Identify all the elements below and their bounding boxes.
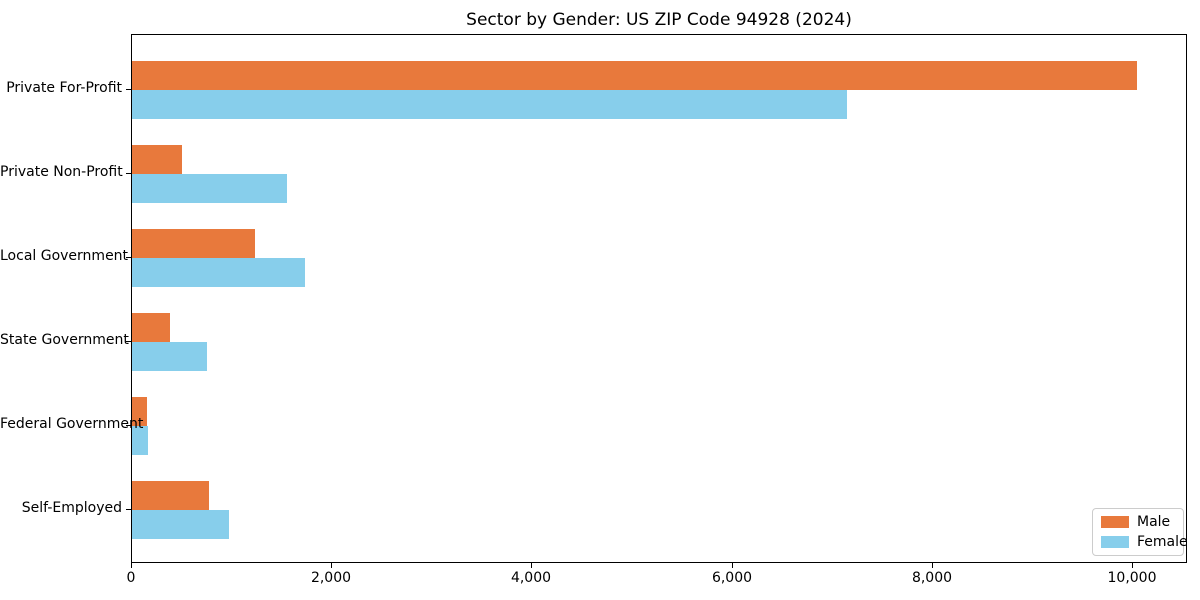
y-tick-mark: [126, 341, 131, 342]
x-tick-mark: [131, 563, 132, 568]
y-tick-mark: [126, 89, 131, 90]
y-tick-label-local-government: Local Government: [0, 248, 129, 264]
bar-female-private-non-profit: [132, 174, 287, 203]
bar-male-local-government: [132, 229, 255, 258]
bar-female-state-government: [132, 342, 207, 371]
x-tick-label-4000: 4,000: [510, 570, 552, 586]
bar-female-federal-government: [132, 426, 148, 455]
bar-male-self-employed: [132, 481, 209, 510]
x-tick-mark: [331, 563, 332, 568]
legend-label-female: Female: [1137, 534, 1188, 550]
x-tick-label-8000: 8,000: [911, 570, 953, 586]
x-tick-mark: [1132, 563, 1133, 568]
x-tick-mark: [732, 563, 733, 568]
x-tick-label-6000: 6,000: [711, 570, 753, 586]
bar-female-self-employed: [132, 510, 229, 539]
legend-item-male: Male: [1101, 514, 1175, 530]
x-tick-label-2000: 2,000: [310, 570, 352, 586]
bar-male-state-government: [132, 313, 170, 342]
x-tick-label-10000: 10,000: [1107, 570, 1157, 586]
x-tick-mark: [932, 563, 933, 568]
legend: Male Female: [1092, 508, 1188, 556]
y-tick-label-private-non-profit: Private Non-Profit: [0, 164, 123, 180]
y-tick-label-self-employed: Self-Employed: [21, 500, 122, 516]
y-tick-label-private-for-profit: Private For-Profit: [6, 80, 122, 96]
bar-female-local-government: [132, 258, 305, 287]
legend-item-female: Female: [1101, 534, 1188, 550]
legend-swatch-female: [1101, 536, 1129, 548]
chart-title: Sector by Gender: US ZIP Code 94928 (202…: [466, 10, 852, 30]
bar-male-federal-government: [132, 397, 147, 426]
y-tick-mark: [126, 257, 131, 258]
legend-label-male: Male: [1137, 514, 1171, 530]
y-tick-mark: [126, 425, 131, 426]
bar-male-private-for-profit: [132, 61, 1137, 90]
y-tick-mark: [126, 173, 131, 174]
legend-swatch-male: [1101, 516, 1129, 528]
x-tick-label-0: 0: [126, 570, 136, 586]
plot-area: [131, 34, 1187, 563]
y-tick-mark: [126, 509, 131, 510]
bar-female-private-for-profit: [132, 90, 847, 119]
x-tick-mark: [531, 563, 532, 568]
bar-male-private-non-profit: [132, 145, 182, 174]
y-tick-label-state-government: State Government: [0, 332, 129, 348]
y-tick-label-federal-government: Federal Government: [0, 416, 144, 432]
